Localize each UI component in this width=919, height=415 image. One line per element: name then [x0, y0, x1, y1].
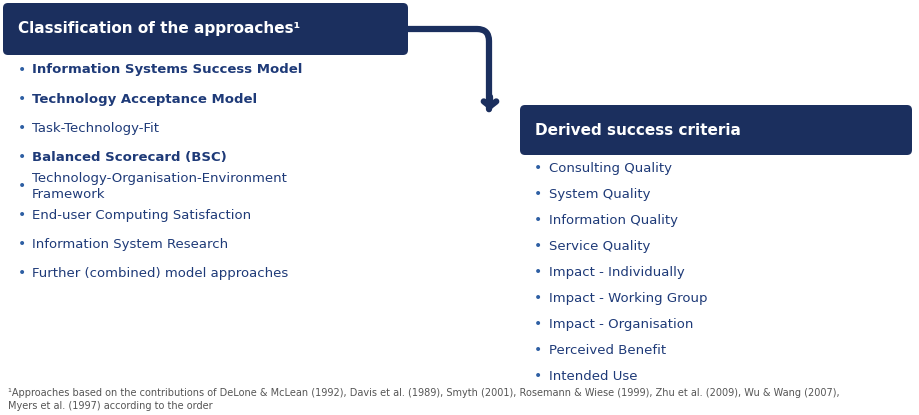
Text: •: •: [533, 369, 541, 383]
Text: Derived success criteria: Derived success criteria: [535, 122, 740, 137]
Text: Impact - Organisation: Impact - Organisation: [549, 317, 693, 330]
Text: •: •: [18, 266, 27, 280]
Text: Intended Use: Intended Use: [549, 369, 637, 383]
Text: Service Quality: Service Quality: [549, 239, 650, 252]
Text: Further (combined) model approaches: Further (combined) model approaches: [32, 266, 288, 279]
Text: •: •: [18, 121, 27, 135]
Text: Technology-Organisation-Environment
Framework: Technology-Organisation-Environment Fram…: [32, 171, 287, 200]
Text: Consulting Quality: Consulting Quality: [549, 161, 671, 174]
Text: Technology Acceptance Model: Technology Acceptance Model: [32, 93, 256, 105]
Text: •: •: [533, 265, 541, 279]
Text: Information Systems Success Model: Information Systems Success Model: [32, 63, 302, 76]
Text: Balanced Scorecard (BSC): Balanced Scorecard (BSC): [32, 151, 226, 164]
Text: Classification of the approaches¹: Classification of the approaches¹: [18, 22, 300, 37]
Text: Task-Technology-Fit: Task-Technology-Fit: [32, 122, 159, 134]
Text: •: •: [533, 317, 541, 331]
Text: Information Quality: Information Quality: [549, 213, 677, 227]
Text: •: •: [533, 239, 541, 253]
Text: •: •: [533, 213, 541, 227]
Text: •: •: [18, 237, 27, 251]
Text: Impact - Working Group: Impact - Working Group: [549, 291, 707, 305]
Text: •: •: [533, 343, 541, 357]
Text: Information System Research: Information System Research: [32, 237, 228, 251]
Text: •: •: [18, 179, 27, 193]
Text: •: •: [533, 187, 541, 201]
Text: •: •: [533, 161, 541, 175]
Text: End-user Computing Satisfaction: End-user Computing Satisfaction: [32, 208, 251, 222]
Text: •: •: [18, 63, 27, 77]
Text: Impact - Individually: Impact - Individually: [549, 266, 684, 278]
Text: •: •: [18, 92, 27, 106]
Text: •: •: [533, 291, 541, 305]
Text: System Quality: System Quality: [549, 188, 650, 200]
FancyBboxPatch shape: [3, 3, 407, 55]
Text: •: •: [18, 150, 27, 164]
Text: •: •: [18, 208, 27, 222]
Text: ¹Approaches based on the contributions of DeLone & McLean (1992), Davis et al. (: ¹Approaches based on the contributions o…: [8, 388, 839, 411]
FancyBboxPatch shape: [519, 105, 911, 155]
Text: Perceived Benefit: Perceived Benefit: [549, 344, 665, 356]
